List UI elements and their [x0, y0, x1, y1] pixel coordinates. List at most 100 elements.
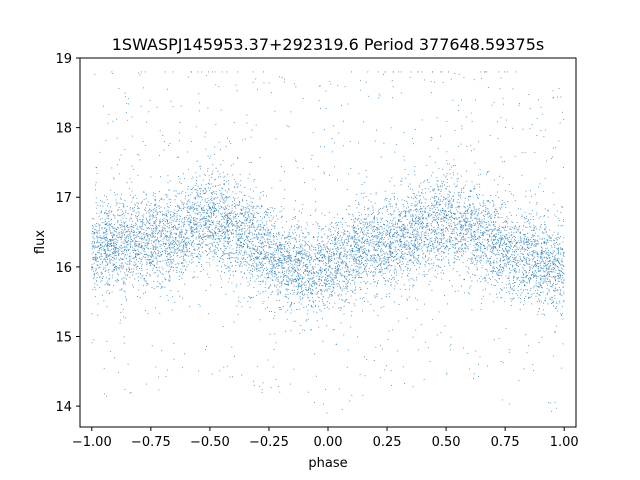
data-point	[95, 260, 97, 262]
data-point	[553, 289, 555, 291]
data-point	[484, 231, 486, 233]
data-point	[469, 368, 471, 370]
data-point	[501, 282, 503, 283]
data-point	[365, 239, 367, 241]
data-point	[480, 281, 482, 283]
data-point	[185, 243, 187, 245]
data-point	[449, 216, 450, 218]
data-point	[163, 243, 165, 245]
data-point	[437, 148, 439, 150]
data-point	[418, 247, 420, 249]
data-point	[395, 258, 397, 260]
data-point	[279, 286, 281, 288]
data-point	[493, 285, 495, 286]
data-point	[375, 259, 377, 261]
data-point	[536, 212, 538, 214]
data-point	[519, 308, 521, 310]
data-point	[380, 235, 382, 237]
data-point	[147, 236, 149, 238]
data-point	[361, 193, 363, 194]
data-point	[554, 245, 556, 247]
data-point	[393, 195, 395, 197]
data-point	[178, 243, 180, 245]
data-point	[123, 283, 125, 285]
data-point	[436, 203, 438, 205]
data-point	[317, 293, 319, 295]
data-point	[546, 293, 548, 295]
data-point	[126, 250, 127, 251]
data-point	[360, 219, 362, 221]
data-point	[352, 214, 354, 216]
data-point	[272, 263, 274, 265]
data-point	[167, 195, 169, 197]
data-point	[311, 284, 312, 286]
data-point	[95, 289, 97, 291]
data-point	[539, 281, 541, 283]
data-point	[187, 241, 189, 243]
data-point	[329, 251, 330, 253]
data-point	[363, 245, 365, 247]
data-point	[102, 237, 104, 239]
data-point	[415, 269, 417, 271]
data-point	[146, 220, 148, 222]
data-point	[229, 254, 231, 256]
data-point	[486, 239, 488, 241]
data-point	[487, 245, 489, 247]
data-point	[274, 248, 276, 250]
data-point	[535, 240, 537, 242]
data-point	[181, 239, 183, 241]
data-point	[204, 226, 206, 228]
data-point	[156, 212, 158, 214]
data-point	[190, 207, 192, 209]
data-point	[207, 235, 209, 237]
data-point	[178, 235, 180, 237]
data-point	[185, 269, 187, 270]
data-point	[189, 221, 191, 223]
data-point	[178, 156, 180, 158]
data-point	[520, 289, 522, 291]
data-point	[447, 249, 449, 251]
data-point	[494, 235, 495, 237]
data-point	[93, 274, 95, 275]
data-point	[215, 216, 217, 218]
data-point	[345, 255, 347, 257]
data-point	[102, 248, 104, 250]
data-point	[469, 237, 471, 239]
data-point	[380, 241, 382, 243]
data-point	[466, 170, 467, 172]
data-point	[99, 255, 101, 257]
data-point	[136, 198, 138, 199]
data-point	[223, 238, 225, 240]
data-point	[182, 265, 184, 267]
data-point	[494, 217, 496, 219]
data-point	[273, 241, 275, 243]
data-point	[313, 236, 314, 237]
data-point	[205, 250, 206, 252]
data-point	[183, 224, 184, 226]
data-point	[248, 247, 250, 249]
data-point	[190, 206, 192, 208]
data-point	[561, 249, 563, 251]
data-point	[192, 176, 194, 178]
data-point	[470, 209, 472, 211]
data-point	[532, 274, 534, 276]
data-point	[314, 300, 316, 301]
data-point	[475, 259, 477, 261]
data-point	[211, 233, 213, 235]
data-point	[469, 258, 471, 260]
data-point	[92, 267, 94, 269]
data-point	[553, 277, 555, 279]
data-point	[118, 250, 120, 252]
data-point	[123, 316, 125, 318]
data-point	[424, 276, 426, 277]
data-point	[225, 234, 227, 236]
data-point	[415, 244, 416, 246]
data-point	[434, 275, 436, 277]
data-point	[163, 237, 165, 239]
data-point	[525, 276, 527, 278]
data-point	[101, 210, 102, 212]
data-point	[411, 224, 413, 226]
data-point	[101, 249, 102, 251]
data-point	[288, 245, 290, 247]
data-point	[106, 243, 108, 245]
